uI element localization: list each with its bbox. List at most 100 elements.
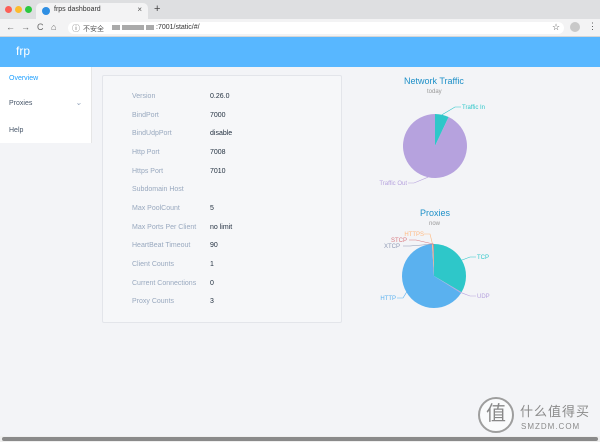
- browser-tab[interactable]: frps dashboard ×: [36, 3, 148, 19]
- info-row: Current Connections 0: [103, 280, 343, 292]
- reload-icon[interactable]: C: [37, 22, 44, 32]
- pie-label: UDP: [477, 294, 490, 300]
- watermark-logo: 值: [478, 397, 514, 433]
- pie-slice-udp[interactable]: [434, 276, 462, 294]
- info-value: 0.26.0: [210, 93, 230, 100]
- info-label: Max Ports Per Client: [132, 224, 197, 231]
- pie-label-line: [408, 176, 429, 184]
- redacted-block: [146, 24, 154, 30]
- close-window-button[interactable]: [5, 6, 12, 13]
- pie-slice-http[interactable]: [402, 244, 462, 308]
- info-label: Client Counts: [132, 261, 175, 268]
- info-label: Current Connections: [132, 280, 197, 287]
- app-header: frp: [0, 37, 600, 67]
- horizontal-scrollbar[interactable]: [0, 436, 600, 442]
- new-tab-button[interactable]: +: [154, 3, 161, 15]
- pie-slice-traffic-in[interactable]: [435, 114, 449, 146]
- address-bar[interactable]: ⓘ 不安全 :7001/static/#/: [68, 22, 564, 34]
- info-row: Version 0.26.0: [103, 93, 343, 105]
- pie-label: Traffic Out: [379, 181, 407, 187]
- info-label: BindUdpPort: [132, 130, 172, 137]
- info-value: 7000: [210, 112, 226, 119]
- info-value: 3: [210, 298, 214, 305]
- redacted-block: [122, 24, 144, 30]
- info-row: Client Counts 1: [103, 261, 343, 273]
- pie-label: HTTPS: [404, 232, 424, 238]
- info-value: 90: [210, 242, 218, 249]
- sidebar-item-label: Overview: [9, 75, 39, 82]
- info-value: no limit: [210, 224, 233, 231]
- tab-title: frps dashboard: [54, 6, 101, 13]
- pie-label: STCP: [391, 238, 407, 244]
- info-value: 7008: [210, 149, 226, 156]
- info-row: Max PoolCount 5: [103, 205, 343, 217]
- sidebar-item-label: Help: [9, 127, 24, 134]
- pie-slice-traffic-out[interactable]: [402, 114, 467, 178]
- info-value: 1: [210, 261, 214, 268]
- profile-avatar-icon[interactable]: [570, 22, 580, 32]
- pie-label-line: [424, 233, 433, 245]
- pie-label-line: [409, 239, 434, 245]
- info-row: Max Ports Per Client no limit: [103, 224, 343, 236]
- url-text: :7001/static/#/: [112, 24, 200, 31]
- pie-slice-tcp[interactable]: [434, 244, 466, 293]
- info-label: Http Port: [132, 149, 160, 156]
- proxies-chart-subtitle: now: [429, 221, 441, 227]
- traffic-chart-subtitle: today: [427, 89, 442, 95]
- forward-icon[interactable]: →: [21, 22, 30, 32]
- sidebar-item-label: Proxies: [9, 100, 33, 107]
- info-label: Max PoolCount: [132, 205, 180, 212]
- pie-label-line: [461, 256, 476, 261]
- pie-slice-https[interactable]: [431, 244, 434, 276]
- minimize-window-button[interactable]: [15, 6, 22, 13]
- info-row: BindPort 7000: [103, 112, 343, 124]
- info-row: HeartBeat Timeout 90: [103, 242, 343, 254]
- pie-label: HTTP: [380, 296, 396, 302]
- sidebar-item-overview[interactable]: Overview: [0, 67, 92, 92]
- info-icon[interactable]: ⓘ: [72, 24, 80, 33]
- sidebar-item-proxies[interactable]: Proxies ⌄: [0, 92, 92, 117]
- url-suffix: :7001/static/#/: [156, 24, 200, 31]
- info-value: 5: [210, 205, 214, 212]
- watermark-text: 什么值得买: [520, 404, 591, 419]
- tab-close-icon[interactable]: ×: [137, 5, 142, 14]
- browser-tab-strip: frps dashboard × +: [0, 0, 600, 19]
- scrollbar-thumb[interactable]: [2, 437, 598, 441]
- info-label: Version: [132, 93, 156, 100]
- info-label: BindPort: [132, 112, 159, 119]
- server-info-panel: Version 0.26.0 BindPort 7000 BindUdpPort di…: [102, 75, 342, 323]
- back-icon[interactable]: ←: [6, 22, 15, 32]
- info-value: 7010: [210, 168, 226, 175]
- insecure-label: 不安全: [83, 26, 104, 33]
- sidebar: Overview Proxies ⌄ Help: [0, 67, 92, 143]
- info-row: BindUdpPort disable: [103, 130, 343, 142]
- info-label: Subdomain Host: [132, 186, 184, 193]
- pie-slice-xtcp[interactable]: [433, 243, 435, 276]
- info-row: Https Port 7010: [103, 168, 343, 180]
- proxies-chart-title: Proxies: [420, 208, 451, 218]
- pie-label: XTCP: [384, 244, 400, 250]
- bookmark-star-icon[interactable]: ☆: [552, 22, 561, 32]
- traffic-pie-chart[interactable]: Traffic In Traffic Out: [0, 0, 485, 187]
- pie-label-line: [441, 106, 461, 116]
- pie-label-line: [403, 243, 434, 247]
- info-label: Https Port: [132, 168, 164, 175]
- info-row: Subdomain Host: [103, 186, 343, 198]
- browser-toolbar: ← → C ⌂ ⓘ 不安全 :7001/static/#/ ☆ ⋮: [0, 19, 600, 37]
- info-value: disable: [210, 130, 233, 137]
- info-row: Http Port 7008: [103, 149, 343, 161]
- home-icon[interactable]: ⌂: [51, 22, 57, 32]
- pie-label: Traffic In: [462, 105, 485, 111]
- pie-label-line: [461, 292, 476, 297]
- info-row: Proxy Counts 3: [103, 298, 343, 310]
- info-label: Proxy Counts: [132, 298, 175, 305]
- browser-menu-icon[interactable]: ⋮: [588, 21, 597, 31]
- redacted-block: [112, 24, 120, 30]
- pie-slice-stcp[interactable]: [432, 244, 434, 276]
- brand-logo[interactable]: frp: [16, 44, 31, 58]
- sidebar-item-help[interactable]: Help: [0, 119, 92, 144]
- chevron-down-icon: ⌄: [75, 98, 82, 107]
- pie-label-line: [397, 292, 407, 299]
- zoom-window-button[interactable]: [25, 6, 32, 13]
